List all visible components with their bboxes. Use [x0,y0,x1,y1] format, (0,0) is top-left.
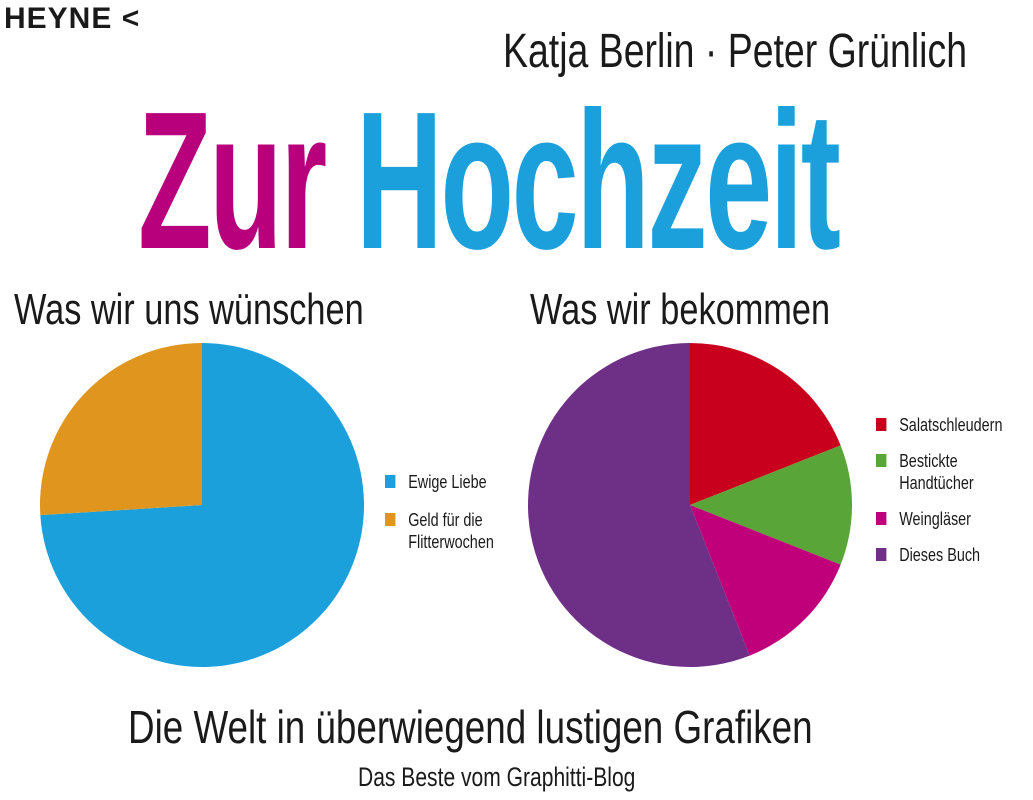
legend-label: Bestickte Handtücher [899,451,974,493]
legend-item: Ewige Liebe [385,471,494,493]
subtitle: Die Welt in überwiegend lustigen Grafike… [128,701,813,753]
legend-swatch [876,418,887,431]
legend-label: Weingläser [899,509,971,529]
title-part-1: Zur [138,71,327,290]
publisher-mark: < [121,2,141,35]
authors: Katja Berlin · Peter Grünlich [503,25,968,78]
legend-swatch [385,513,396,526]
publisher-name: HEYNE [4,2,113,35]
chart-title-wishes: Was wir uns wünschen [14,285,364,334]
chart-title-received: Was wir bekommen [530,285,831,334]
pie-chart-wishes [39,343,365,667]
legend-label: Geld für die Flitterwochen [408,510,494,552]
legend-item: Dieses Buch [876,544,1002,566]
pie-chart-received [528,343,852,667]
pie-slice-dieses-buch [528,343,750,667]
legend-item: Bestickte Handtücher [876,450,1002,494]
legend-label: Salatschleudern [899,415,1003,435]
legend-swatch [876,454,887,467]
legend-swatch [876,512,887,525]
legend-swatch [876,548,887,561]
pie-slice-weingläser [690,505,841,656]
pie-slice-ewige-liebe [40,343,365,667]
pie-slice-bestickte-handtücher [690,445,852,565]
title-part-2: Hochzeit [355,71,841,290]
publisher-logo: HEYNE < [4,2,140,36]
tagline: Das Beste vom Graphitti-Blog [358,762,636,792]
legend-label: Ewige Liebe [408,472,487,492]
legend-label: Dieses Buch [899,545,981,565]
pie-slice-geld-für-die-flitterwochen [39,343,202,516]
legend-item: Salatschleudern [876,414,1002,436]
legend-swatch [385,475,396,488]
legend-wishes: Ewige Liebe Geld für die Flitterwochen [385,471,494,569]
legend-received: Salatschleudern Bestickte Handtücher Weing… [876,414,1002,580]
legend-item: Weingläser [876,508,1002,530]
book-title: Zur Hochzeit [138,68,841,293]
legend-item: Geld für die Flitterwochen [385,509,494,553]
pie-slice-salatschleudern [690,343,841,505]
